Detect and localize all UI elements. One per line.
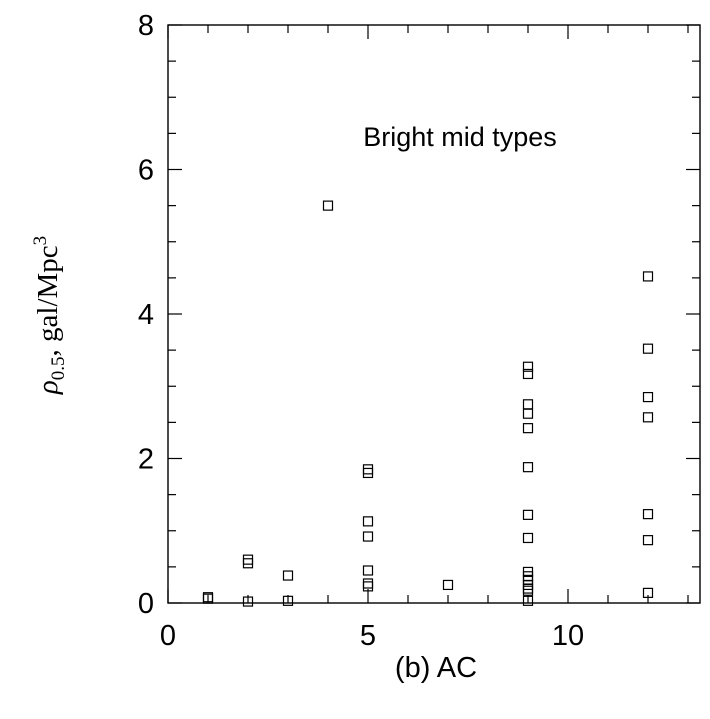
data-point [522,462,534,473]
data-point [522,509,534,520]
y-tick-label: 8 [138,10,154,42]
x-tick-label: 10 [552,620,584,652]
axis-ticks [167,24,700,604]
chart-annotation: Bright mid types [363,122,557,152]
y-tick-label: 4 [138,299,154,331]
data-point [522,532,534,544]
data-point [522,595,534,606]
data-point [242,558,254,569]
data-point [642,391,654,403]
data-points [202,200,654,607]
data-point [362,464,374,475]
data-point [522,408,534,419]
x-tick-label: 5 [360,620,376,652]
x-axis-label: (b) AC [395,652,477,684]
plot-frame [167,24,701,604]
data-point [282,595,294,606]
data-point [522,368,534,380]
y-axis-label: ρ0.5, gal/Mpc3 [30,236,69,395]
y-tick-label: 0 [138,588,154,620]
data-point [642,535,654,546]
data-point [362,531,374,542]
data-point [522,423,534,434]
y-tick-label: 6 [138,155,154,187]
data-point [642,271,654,282]
data-point [522,583,534,594]
axis-tick-labels: 0 5 10 0 2 4 6 8 [138,10,584,652]
data-point [642,412,654,423]
y-axis-label-subscript: 0.5 [48,356,69,380]
data-point [522,585,534,596]
data-point [362,581,374,592]
data-point [522,399,534,410]
y-axis-label-superscript: 3 [30,236,51,246]
data-point [442,579,454,591]
y-axis-label-units: , gal/Mpc [32,245,64,356]
data-point [362,578,374,589]
data-point [362,565,374,576]
data-point [242,596,254,607]
y-axis-label-rho: ρ [32,380,64,395]
y-tick-label: 2 [138,444,154,476]
data-point [362,516,374,527]
x-tick-label: 0 [160,620,176,652]
data-point [522,361,534,372]
data-point [322,200,334,211]
data-point [362,467,374,479]
data-point [242,554,254,565]
data-point [642,343,654,354]
data-point [642,509,654,520]
data-point [202,593,214,604]
data-point [282,570,294,581]
data-point [642,587,654,598]
